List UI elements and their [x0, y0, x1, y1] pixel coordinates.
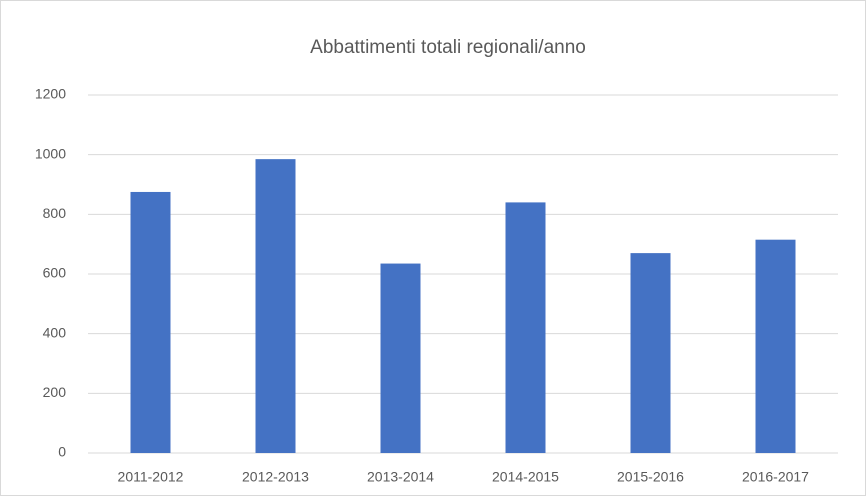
bar [630, 253, 671, 453]
y-tick-label: 1000 [35, 145, 66, 161]
x-tick-label: 2011-2012 [118, 469, 184, 485]
y-tick-label: 800 [43, 205, 67, 221]
x-tick-label: 2015-2016 [617, 469, 684, 485]
chart-title: Abbattimenti totali regionali/anno [310, 37, 586, 58]
y-tick-label: 1200 [35, 86, 66, 102]
bar [505, 202, 546, 453]
bar [255, 159, 296, 453]
y-tick-label: 400 [43, 324, 67, 340]
y-tick-label: 200 [43, 384, 67, 400]
x-tick-label: 2013-2014 [367, 469, 434, 485]
x-tick-label: 2016-2017 [742, 469, 809, 485]
bar [755, 239, 796, 453]
x-tick-label: 2012-2013 [242, 469, 309, 485]
bar [130, 191, 171, 454]
bar [380, 263, 421, 453]
y-tick-label: 0 [58, 444, 66, 460]
y-tick-label: 600 [43, 265, 67, 281]
x-tick-label: 2014-2015 [492, 469, 559, 485]
